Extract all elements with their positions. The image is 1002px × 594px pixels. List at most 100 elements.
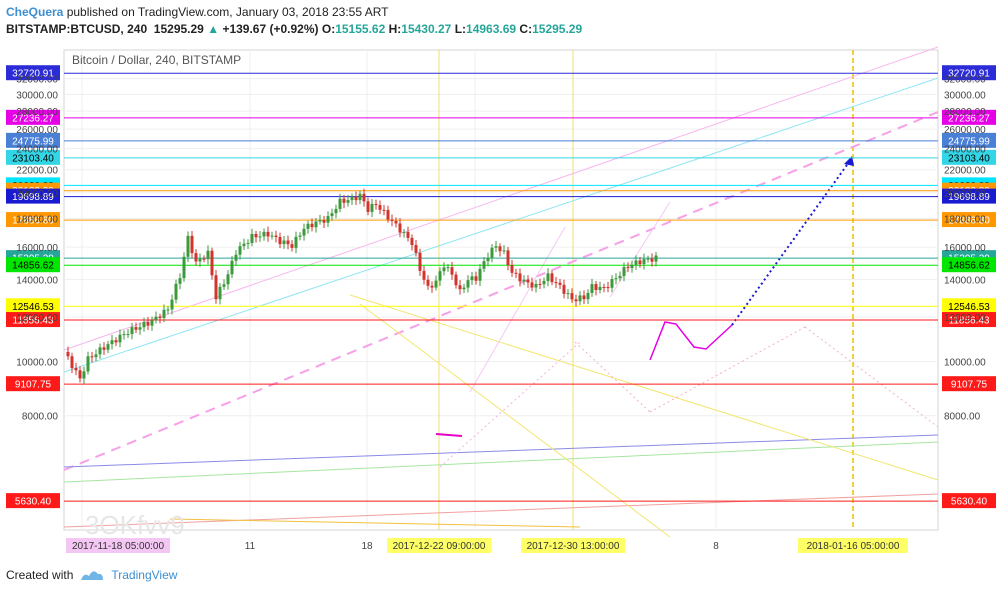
candle-body bbox=[570, 293, 574, 300]
candle-body bbox=[558, 282, 562, 285]
author-link[interactable]: CheQuera bbox=[6, 5, 64, 19]
candle-body bbox=[402, 231, 406, 233]
candle-body bbox=[650, 258, 654, 262]
trend-line bbox=[574, 341, 651, 413]
candle-body bbox=[298, 235, 302, 237]
y-tick-label-left: 22000.00 bbox=[16, 166, 58, 177]
candle-body bbox=[98, 347, 102, 355]
level-tag-right bbox=[942, 312, 996, 328]
candle-body bbox=[582, 295, 586, 300]
symbol-line: BITSTAMP:BTCUSD, 240 15295.29 ▲ +139.67 … bbox=[6, 22, 582, 36]
price-chart[interactable]: 32720.91 32720.91 27236.27 27236.27 24775.99… bbox=[0, 42, 1002, 560]
candle-body bbox=[210, 250, 214, 276]
date-highlight-label: 2017-11-18 05:00:00 bbox=[72, 541, 165, 552]
level-label-right: 24775.99 bbox=[948, 136, 990, 147]
candle-body bbox=[326, 216, 330, 223]
candle-body bbox=[654, 255, 658, 262]
y-tick-label-left: 24000.00 bbox=[16, 145, 58, 156]
candle-body bbox=[230, 260, 234, 275]
projection-path bbox=[649, 321, 733, 361]
y-tick-label-right: 24000.00 bbox=[944, 145, 986, 156]
level-label-right: 27236.27 bbox=[948, 113, 990, 124]
candle-body bbox=[158, 316, 162, 318]
y-tick-label-right: 30000.00 bbox=[944, 90, 986, 101]
candle-body bbox=[218, 286, 222, 300]
candle-body bbox=[602, 286, 606, 288]
tradingview-link[interactable]: TradingView bbox=[111, 568, 178, 582]
y-tick-label-left: 26000.00 bbox=[16, 125, 58, 136]
level-label-right: 32720.91 bbox=[948, 69, 990, 80]
candle-body bbox=[278, 237, 282, 245]
trend-line bbox=[469, 226, 566, 393]
y-tick-label-right: 18000.00 bbox=[944, 215, 986, 226]
open-label: O: bbox=[321, 22, 336, 36]
trend-line bbox=[439, 341, 581, 468]
candle-body bbox=[626, 267, 630, 269]
candle-body bbox=[290, 244, 294, 248]
candle-body bbox=[526, 279, 530, 283]
candle-body bbox=[258, 236, 262, 238]
candle-body bbox=[578, 295, 582, 302]
candle-body bbox=[362, 193, 366, 202]
candle-body bbox=[370, 204, 374, 212]
candle-body bbox=[142, 322, 146, 328]
candle-body bbox=[554, 282, 558, 284]
candle-body bbox=[378, 205, 382, 210]
y-tick-label-right: 32000.00 bbox=[944, 75, 986, 86]
candle-body bbox=[382, 209, 386, 211]
y-tick-label-right: 10000.00 bbox=[944, 357, 986, 368]
date-highlight-label: 2017-12-22 09:00:00 bbox=[393, 541, 486, 552]
level-label-right: 23103.40 bbox=[948, 153, 990, 164]
level-label-left: 27236.27 bbox=[12, 113, 54, 124]
trend-line bbox=[63, 493, 939, 528]
horizontal-levels: 32720.91 32720.91 27236.27 27236.27 24775.99… bbox=[6, 65, 996, 509]
candle-body bbox=[470, 276, 474, 281]
y-tick-label-left: 12000.00 bbox=[16, 313, 58, 324]
plot-frame bbox=[63, 49, 939, 531]
footer: Created with TradingView bbox=[6, 568, 177, 582]
high-value: 15430.27 bbox=[401, 22, 452, 36]
candle-body bbox=[618, 275, 622, 279]
candle-body bbox=[406, 231, 410, 238]
candle-body bbox=[438, 271, 442, 281]
candle-body bbox=[254, 233, 258, 238]
symbol-name: BITSTAMP:BTCUSD, 240 bbox=[6, 22, 148, 36]
candle-body bbox=[78, 370, 82, 379]
candle-body bbox=[150, 320, 154, 326]
y-tick-label-left: 8000.00 bbox=[22, 412, 59, 423]
y-tick-label-left: 20000.00 bbox=[16, 189, 58, 200]
y-tick-label-left: 18000.00 bbox=[16, 215, 58, 226]
candle-body bbox=[486, 257, 490, 262]
level-tag-right bbox=[942, 188, 996, 204]
chart-title: Bitcoin / Dollar, 240, BITSTAMP bbox=[72, 53, 241, 67]
y-tick-label-left: 10000.00 bbox=[16, 357, 58, 368]
candle-body bbox=[322, 219, 326, 223]
candle-body bbox=[646, 258, 650, 260]
candle-body bbox=[194, 253, 198, 262]
date-highlight-box bbox=[66, 538, 170, 553]
level-tag-left bbox=[6, 257, 60, 273]
trend-line bbox=[63, 77, 939, 373]
level-label-left: 5630.40 bbox=[15, 497, 52, 508]
candle-body bbox=[242, 243, 246, 247]
candle-body bbox=[202, 258, 206, 260]
candle-body bbox=[462, 287, 466, 290]
level-label-left: 11856.43 bbox=[13, 316, 54, 327]
candle-body bbox=[182, 256, 186, 279]
x-tick-label: 18 bbox=[361, 541, 373, 552]
candle-body bbox=[294, 236, 298, 248]
candle-body bbox=[246, 242, 250, 244]
candle-body bbox=[398, 223, 402, 233]
candle-body bbox=[318, 219, 322, 222]
candle-body bbox=[286, 240, 290, 245]
candle-body bbox=[234, 254, 238, 261]
trend-line bbox=[169, 518, 581, 528]
low-label: L: bbox=[454, 22, 467, 36]
level-tag-right bbox=[942, 212, 996, 228]
level-tag-right bbox=[942, 298, 996, 314]
candle-body bbox=[606, 287, 610, 289]
y-tick-label-right: 12000.00 bbox=[944, 313, 986, 324]
level-label-right: 9107.75 bbox=[951, 380, 988, 391]
candle-body bbox=[530, 282, 534, 288]
level-tag-right bbox=[942, 493, 996, 509]
